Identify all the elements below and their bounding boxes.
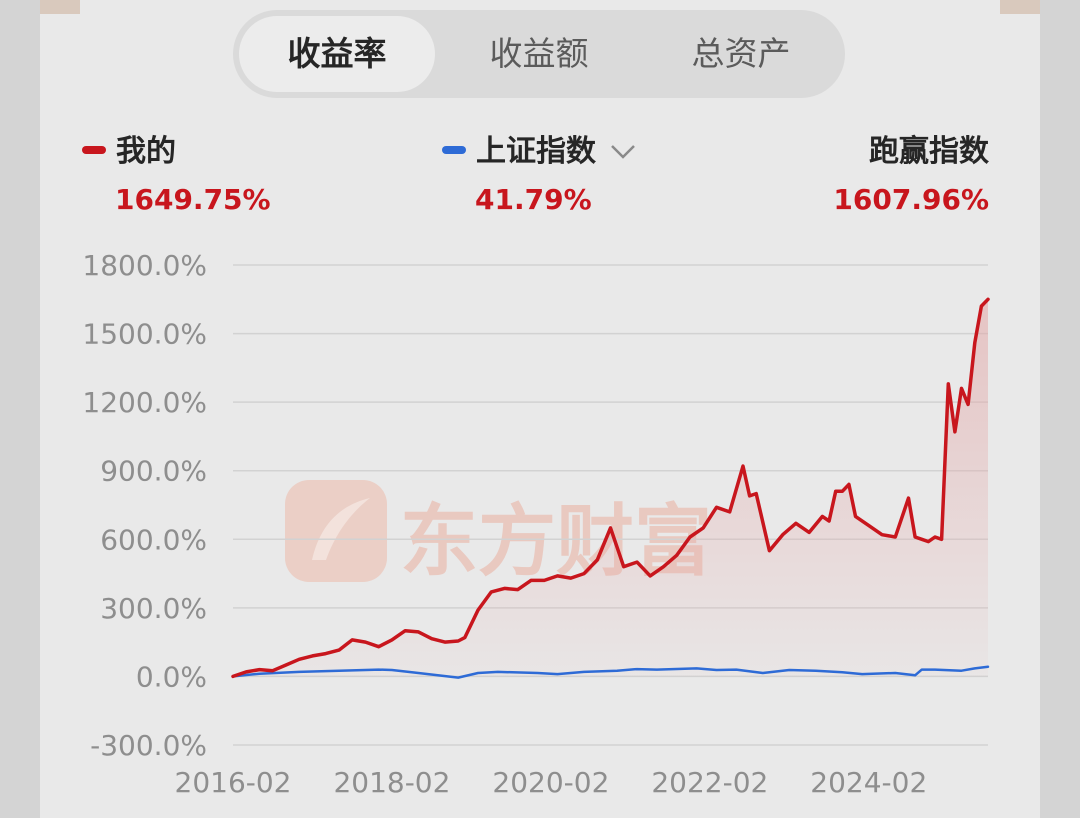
y-tick-label: 600.0% bbox=[100, 523, 207, 556]
legend-mine-value: 1649.75% bbox=[115, 183, 271, 216]
series-line-1 bbox=[231, 665, 990, 679]
watermark: 东方财富 bbox=[285, 480, 712, 587]
watermark-logo-mark bbox=[312, 498, 370, 560]
y-tick-label: 300.0% bbox=[100, 592, 207, 625]
series-line-0 bbox=[231, 297, 990, 679]
y-tick-label: 0.0% bbox=[136, 660, 207, 693]
top-right-corner bbox=[1000, 0, 1040, 14]
legend-mine-swatch bbox=[82, 145, 106, 154]
x-tick-label: 2022-02 bbox=[651, 766, 768, 799]
legend-index-value: 41.79% bbox=[475, 183, 592, 216]
legend-index-label: 上证指数 bbox=[476, 134, 596, 169]
tab-switcher: 收益率 收益额 总资产 bbox=[233, 10, 845, 98]
chevron-down-icon bbox=[610, 129, 636, 173]
tab-return-rate[interactable]: 收益率 bbox=[239, 16, 435, 92]
x-tick-label: 2018-02 bbox=[333, 766, 450, 799]
tab-return-amount[interactable]: 收益额 bbox=[489, 34, 589, 73]
y-tick-label: 1500.0% bbox=[82, 318, 207, 351]
y-tick-label: 1200.0% bbox=[82, 386, 207, 419]
y-tick-label: 1800.0% bbox=[82, 249, 207, 282]
x-axis: 2016-02 2018-02 2020-02 2022-02 2024-02 bbox=[175, 766, 928, 799]
chart-series bbox=[231, 297, 990, 679]
legend-mine-label: 我的 bbox=[116, 134, 176, 169]
top-left-corner bbox=[40, 0, 80, 14]
legend-outperform-label: 跑赢指数 bbox=[869, 134, 989, 169]
legend-outperform-value: 1607.96% bbox=[833, 183, 989, 216]
x-tick-label: 2016-02 bbox=[175, 766, 292, 799]
x-tick-label: 2024-02 bbox=[810, 766, 927, 799]
x-tick-label: 2020-02 bbox=[492, 766, 609, 799]
y-axis: 1800.0% 1500.0% 1200.0% 900.0% 600.0% 300.0% 0… bbox=[82, 249, 207, 762]
chart-panel bbox=[40, 0, 1040, 818]
index-selector[interactable]: 上证指数 bbox=[442, 130, 636, 174]
y-tick-label: 900.0% bbox=[100, 455, 207, 488]
tab-total-assets[interactable]: 总资产 bbox=[691, 34, 791, 73]
series-area-0 bbox=[233, 299, 988, 677]
legend-mine: 我的 bbox=[82, 130, 176, 174]
legend-index-swatch bbox=[442, 145, 466, 154]
y-tick-label: -300.0% bbox=[90, 729, 207, 762]
